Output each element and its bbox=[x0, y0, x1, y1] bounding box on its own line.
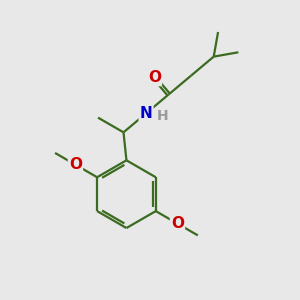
Text: O: O bbox=[69, 157, 82, 172]
Text: O: O bbox=[148, 70, 161, 85]
Text: H: H bbox=[156, 110, 168, 123]
Text: N: N bbox=[140, 106, 152, 121]
Text: O: O bbox=[171, 216, 184, 231]
